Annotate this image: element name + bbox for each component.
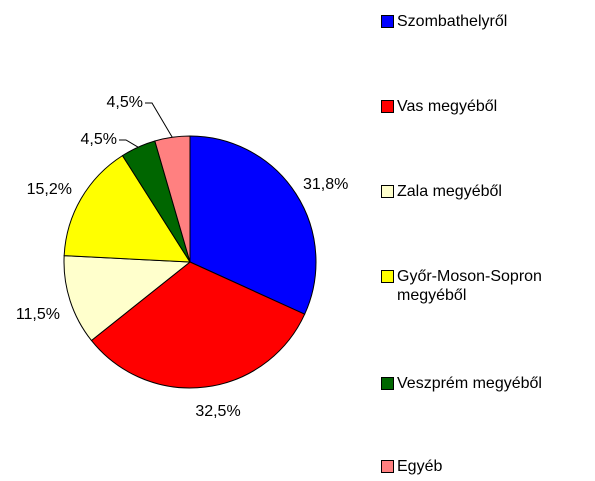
legend-item: Szombathelyről [381, 12, 591, 31]
data-label: 15,2% [27, 181, 72, 198]
pie-slice [189, 135, 317, 315]
leader-line [145, 102, 173, 138]
pie-slice [63, 154, 191, 263]
legend-swatch [381, 185, 394, 198]
data-label: 11,5% [16, 306, 60, 323]
legend-label: Veszprém megyéből [397, 375, 542, 392]
legend-label: Győr-Moson-Sopron megyéből [397, 268, 542, 304]
legend-swatch [381, 270, 394, 283]
leader-line [119, 139, 139, 148]
legend-label: Egyéb [397, 458, 443, 475]
pie-slice [63, 255, 192, 342]
legend-item: Zala megyéből [381, 182, 591, 201]
data-label: 4,5% [107, 94, 143, 111]
legend-swatch [381, 460, 394, 473]
legend-label: Zala megyéből [397, 183, 502, 200]
pie-slice [90, 261, 306, 389]
data-label: 32,5% [195, 403, 240, 420]
legend-item: Győr-Moson-Sopron megyéből [381, 267, 591, 305]
data-label: 31,8% [303, 176, 348, 193]
data-label: 4,5% [81, 131, 117, 148]
legend-swatch [381, 100, 394, 113]
legend-swatch [381, 377, 394, 390]
legend-item: Vas megyéből [381, 97, 591, 116]
legend-label: Szombathelyről [397, 13, 508, 30]
legend-item: Egyéb [381, 457, 591, 476]
legend-label: Vas megyéből [397, 98, 498, 115]
legend-item: Veszprém megyéből [381, 374, 591, 393]
legend-swatch [381, 15, 394, 28]
